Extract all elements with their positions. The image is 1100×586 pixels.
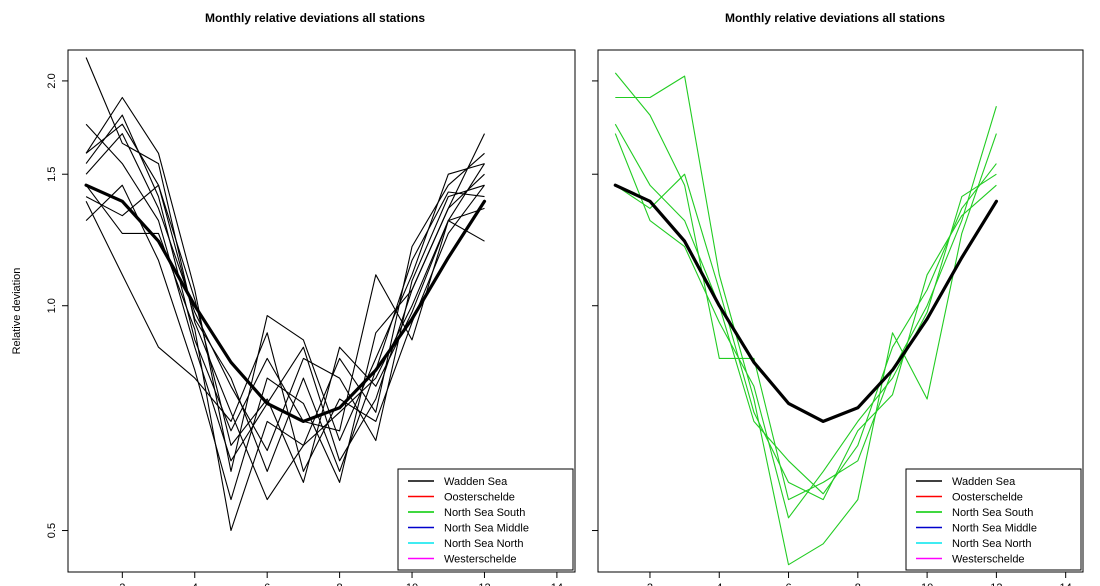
- station-series-line: [614, 133, 997, 519]
- x-tick-label: 10: [406, 582, 418, 586]
- series-group: [84, 57, 487, 532]
- station-series-line: [614, 123, 997, 495]
- x-tick-label: 8: [855, 582, 861, 586]
- x-tick-label: 6: [785, 582, 791, 586]
- legend-label: Westerschelde: [444, 554, 517, 566]
- station-series-line: [85, 184, 485, 483]
- series-group: [613, 72, 999, 566]
- station-series-line: [85, 173, 485, 501]
- y-axis-label: Relative deviation: [11, 268, 23, 355]
- legend-label: Oosterschelde: [444, 492, 515, 504]
- mean-curve-line: [84, 183, 487, 423]
- station-series-line: [85, 114, 485, 432]
- x-tick-label: 2: [119, 582, 125, 586]
- station-series-line: [614, 72, 997, 501]
- x-tick-label: 12: [990, 582, 1002, 586]
- plot-frame: [597, 49, 1084, 573]
- y-tick-label: 2.0: [46, 73, 58, 88]
- x-tick-label: 10: [921, 582, 933, 586]
- x-tick-label: 4: [716, 582, 722, 586]
- x-tick-label: 2: [647, 582, 653, 586]
- x-tick-label: 4: [192, 582, 198, 586]
- legend-label: North Sea North: [952, 538, 1031, 550]
- y-tick-label: 1.5: [46, 167, 58, 182]
- x-tick-label: 12: [478, 582, 490, 586]
- legend-label: Westerschelde: [952, 554, 1025, 566]
- mean-curve-line: [613, 183, 999, 423]
- left-chart-panel: Monthly relative deviations all stations…: [11, 11, 576, 586]
- y-tick-label: 0.5: [46, 523, 58, 538]
- station-series-line: [85, 57, 485, 501]
- station-series-line: [85, 96, 485, 472]
- x-tick-label: 14: [1060, 582, 1072, 586]
- legend-label: North Sea North: [444, 538, 523, 550]
- x-tick-label: 14: [551, 582, 563, 586]
- legend-label: Wadden Sea: [444, 476, 508, 488]
- legend-label: North Sea South: [444, 507, 525, 519]
- y-tick-label: 1.0: [46, 298, 58, 313]
- right-chart-panel: Monthly relative deviations all stations…: [592, 11, 1084, 586]
- legend-label: North Sea Middle: [952, 523, 1037, 535]
- legend-box: [397, 468, 574, 571]
- legend-label: North Sea South: [952, 507, 1033, 519]
- station-series-line: [614, 173, 997, 501]
- station-series-line: [85, 133, 485, 452]
- legend-label: North Sea Middle: [444, 523, 529, 535]
- chart-title: Monthly relative deviations all stations: [725, 11, 945, 25]
- legend-label: Wadden Sea: [952, 476, 1016, 488]
- x-tick-label: 8: [337, 582, 343, 586]
- chart-title: Monthly relative deviations all stations: [205, 11, 425, 25]
- station-series-line: [615, 75, 997, 566]
- plot-frame: [67, 49, 576, 573]
- legend-label: Oosterschelde: [952, 492, 1023, 504]
- x-tick-label: 6: [264, 582, 270, 586]
- legend-box: [905, 468, 1082, 571]
- station-series-line: [85, 123, 485, 472]
